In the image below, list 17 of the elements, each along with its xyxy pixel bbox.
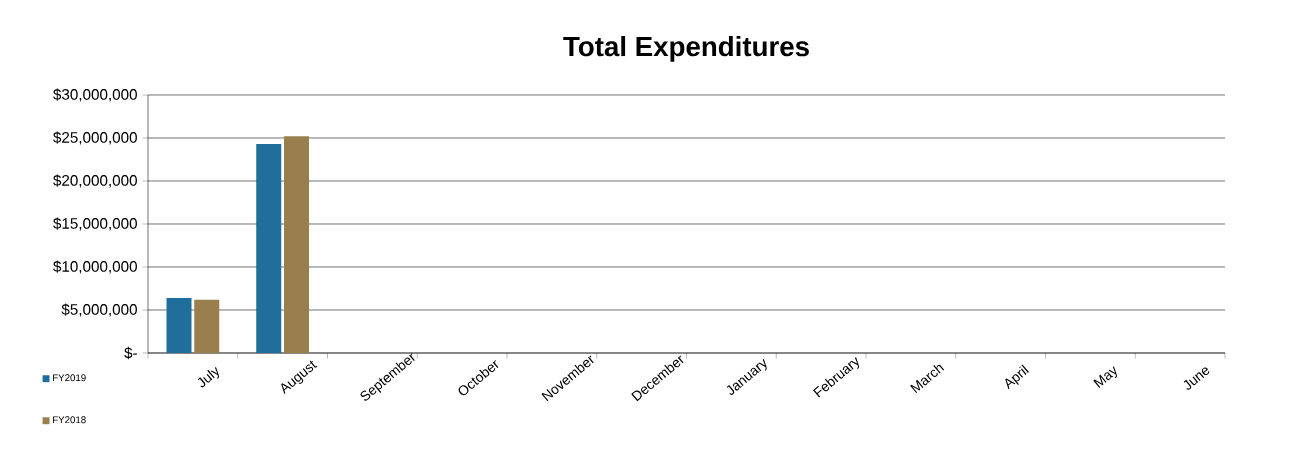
y-tick-label: $-	[124, 346, 137, 360]
x-tick-label: May	[1093, 366, 1117, 388]
y-tick-label: $10,000,000	[53, 260, 137, 274]
y-tick-label: $5,000,000	[61, 303, 137, 317]
bar	[256, 144, 282, 353]
y-tick-label: $30,000,000	[53, 88, 137, 102]
y-tick-label: $15,000,000	[53, 217, 137, 231]
x-tick-label: June	[1183, 367, 1210, 390]
bar	[166, 297, 192, 353]
y-tick-label: $25,000,000	[53, 131, 137, 145]
bar	[284, 136, 310, 353]
bar	[194, 299, 220, 353]
x-tick-label: July	[197, 366, 219, 388]
legend-label: FY2019	[53, 374, 86, 382]
chart-title: Total Expenditures	[563, 36, 809, 62]
legend-label: FY2018	[53, 416, 86, 424]
y-tick-label: $20,000,000	[53, 174, 137, 188]
